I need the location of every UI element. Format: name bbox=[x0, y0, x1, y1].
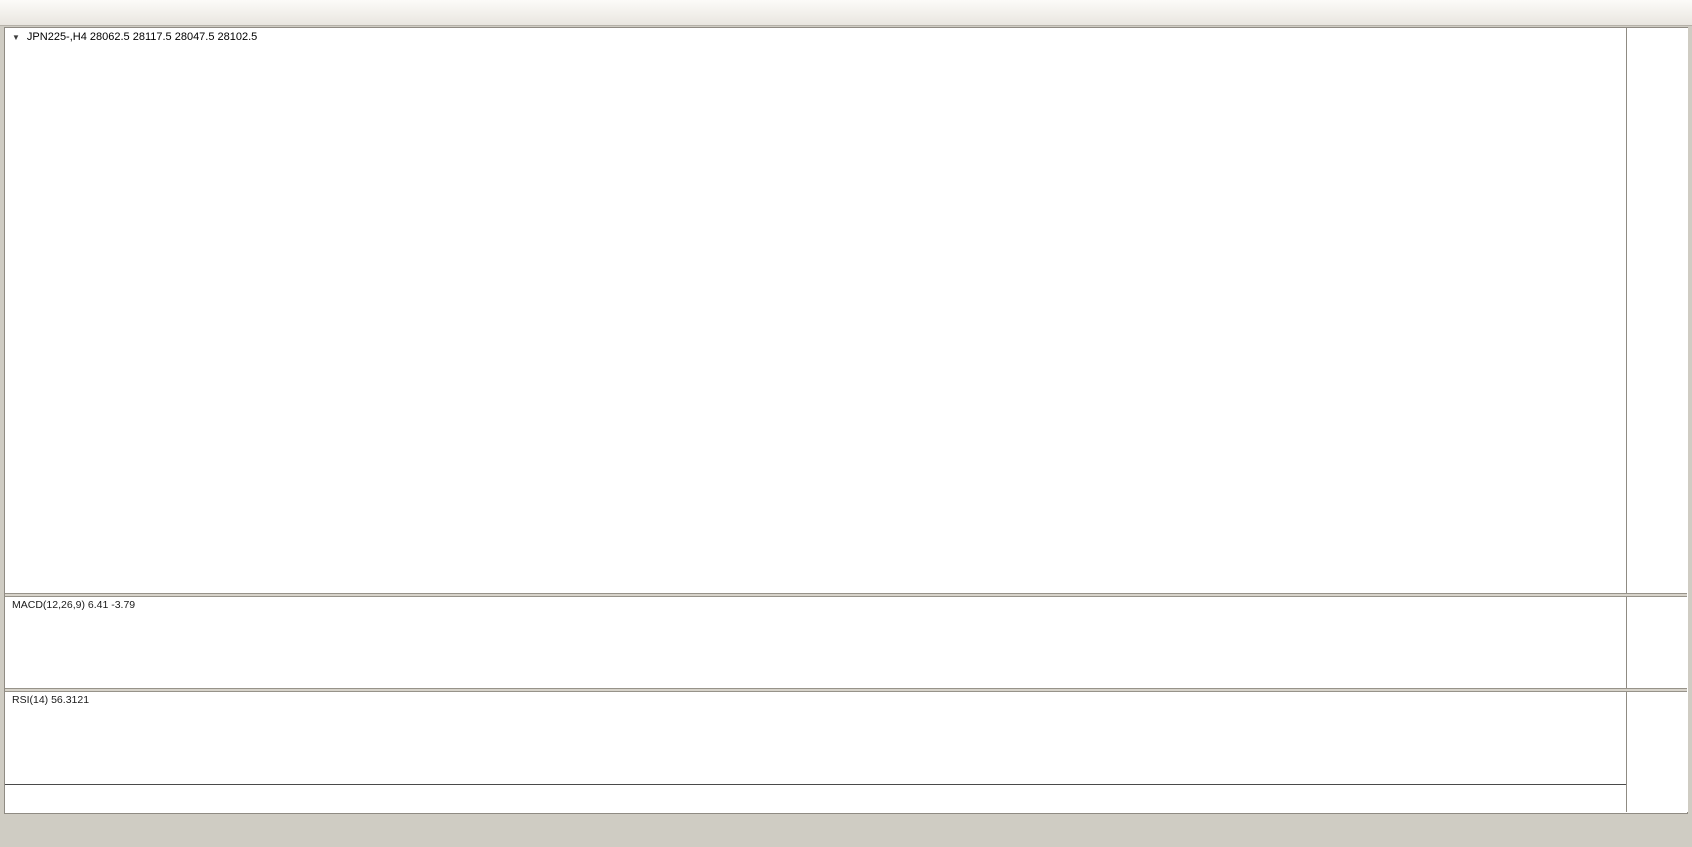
chart-window bbox=[4, 27, 1688, 814]
macd-label: MACD(12,26,9) 6.41 -3.79 bbox=[12, 599, 136, 611]
chart-title: JPN225-,H4 28062.5 28117.5 28047.5 28102… bbox=[26, 31, 258, 43]
rsi-label: RSI(14) 56.3121 bbox=[12, 694, 90, 706]
toolbar bbox=[0, 0, 1692, 26]
time-axis[interactable] bbox=[5, 784, 1687, 812]
panel-separator-macd[interactable] bbox=[5, 593, 1687, 597]
main-chart-panel[interactable] bbox=[5, 28, 1625, 593]
rsi-panel[interactable] bbox=[5, 692, 1625, 784]
macd-panel[interactable] bbox=[5, 597, 1625, 688]
price-axis[interactable] bbox=[1626, 28, 1688, 812]
one-click-trading-toggle[interactable]: ▼ bbox=[12, 32, 20, 42]
chart-header: ▼ JPN225-,H4 28062.5 28117.5 28047.5 281… bbox=[12, 31, 257, 43]
panel-separator-rsi[interactable] bbox=[5, 688, 1687, 692]
